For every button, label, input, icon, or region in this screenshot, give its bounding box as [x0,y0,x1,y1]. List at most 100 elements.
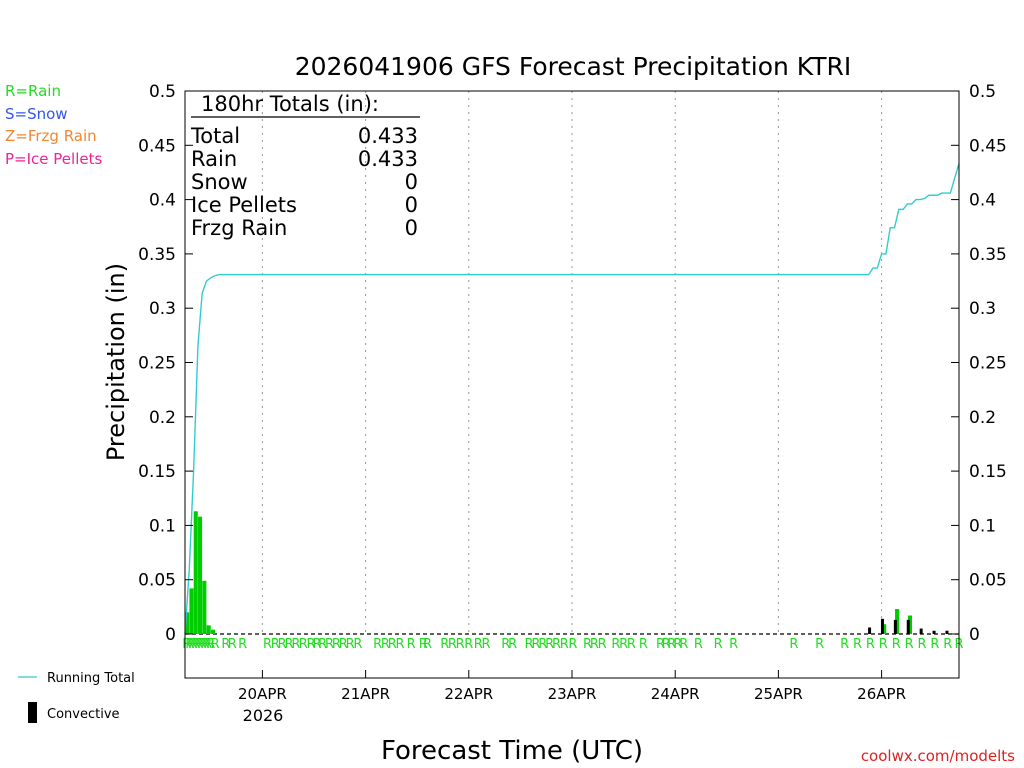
rain-bar [202,580,207,634]
precip-type-marker: R [182,637,191,652]
precip-type-marker: R [278,637,287,652]
rain-bar [210,629,215,634]
rain-bar [193,511,198,634]
precip-type-marker: R [191,637,200,652]
precip-type-marker: R [892,637,901,652]
precip-type-marker: R [917,637,926,652]
totals-box: 180hr Totals (in): Total 0.433 Rain 0.43… [190,92,420,240]
rain-bar [907,615,913,634]
precip-type-marker: R [673,637,682,652]
x-tick-label: 26APR [857,685,906,703]
precip-type-marker: R [552,637,561,652]
y-tick-label-left: 0.3 [149,299,176,319]
precip-type-marker: R [381,637,390,652]
precip-type-marker: R [481,637,490,652]
convective-bar [932,630,936,634]
precip-type-marker: R [531,637,540,652]
totals-value-snow: 0 [405,170,418,194]
precip-type-marker: R [508,637,517,652]
legend-ice-pellets: P=Ice Pellets [5,150,102,168]
totals-label-frzg-rain: Frzg Rain [191,216,287,240]
precip-type-marker: R [185,637,194,652]
precip-type-marker: R [211,637,220,652]
totals-value-rain: 0.433 [358,147,418,171]
precip-type-marker: R [353,637,362,652]
rain-bar [189,588,194,634]
precip-type-marker: R [694,637,703,652]
precip-type-marker: R [200,637,209,652]
y-tick-label-right: 0.5 [969,82,996,102]
legend-snow: S=Snow [5,105,68,123]
y-tick-label-left: 0.35 [138,245,176,265]
precip-type-marker: R [194,637,203,652]
y-tick-label-left: 0.05 [138,571,176,591]
totals-label-total: Total [190,124,240,148]
y-tick-label-right: 0.2 [969,408,996,428]
precip-type-marker: R [263,637,272,652]
precip-type-marker: R [840,637,849,652]
precip-type-marker: R [299,637,308,652]
precip-type-marker: R [306,637,315,652]
precip-type-marker: R [221,637,230,652]
rain-bar [882,624,887,634]
precip-type-marker: R [373,637,382,652]
precip-type-marker: R [598,637,607,652]
rain-bar [206,625,211,634]
totals-label-rain: Rain [191,147,237,171]
x-tick-label: 20APR [238,685,287,703]
convective-bar [880,618,884,634]
precip-type-marker: R [560,637,569,652]
y-tick-label-right: 0.35 [969,245,1007,265]
precip-type-marker: R [943,637,952,652]
rain-bar [895,609,900,634]
precip-type-marker: R [815,637,824,652]
precip-type-marker: R [271,637,280,652]
x-tick-label: 25APR [754,685,803,703]
legend-convective: Convective [47,707,120,722]
legend-rain: R=Rain [5,82,61,100]
y-tick-label-left: 0 [165,625,176,645]
precip-type-marker: R [879,637,888,652]
precip-type-marker: R [238,637,247,652]
y-tick-label-right: 0.25 [969,354,1007,374]
precip-type-marker: R [789,637,798,652]
precip-type-marker: R [456,637,465,652]
y-tick-label-right: 0.15 [969,462,1007,482]
credit-text: coolwx.com/modelts [861,747,1015,765]
y-tick-label-left: 0.25 [138,354,176,374]
y-axis-label: Precipitation (in) [102,263,130,461]
running-total-layer [184,163,960,635]
precip-type-marker: R [656,637,665,652]
precip-type-marker: R [325,637,334,652]
precip-type-marker: R [291,637,300,652]
chart-title: 2026041906 GFS Forecast Precipitation KT… [295,52,852,81]
precip-type-marker: R [388,637,397,652]
precip-type-marker: R [679,637,688,652]
precip-type-marker: R [667,637,676,652]
precip-type-marker: R [407,637,416,652]
totals-label-ice-pellets: Ice Pellets [191,193,297,217]
x-axis-label: Forecast Time (UTC) [381,736,643,766]
totals-label-snow: Snow [191,170,248,194]
y-tick-label-right: 0.1 [969,516,996,536]
convective-bar [893,619,897,634]
grid-layer [185,91,959,635]
rain-bar [185,612,190,634]
precip-type-marker: R [524,637,533,652]
y-tick-label-left: 0.45 [138,136,176,156]
precip-type-marker: R [474,637,483,652]
precip-type-marker: R [312,637,321,652]
precip-type-marker: R [662,637,671,652]
precip-type-marker: R [568,637,577,652]
totals-value-ice-pellets: 0 [405,193,418,217]
x-tick-label: 22APR [444,685,493,703]
y-tick-label-left: 0.2 [149,408,176,428]
precip-type-marker: R [729,637,738,652]
precip-type-marker: R [188,637,197,652]
precip-type-marker: R [853,637,862,652]
running-total-line [184,163,960,635]
precip-type-marker: R [583,637,592,652]
convective-bar [919,628,923,634]
